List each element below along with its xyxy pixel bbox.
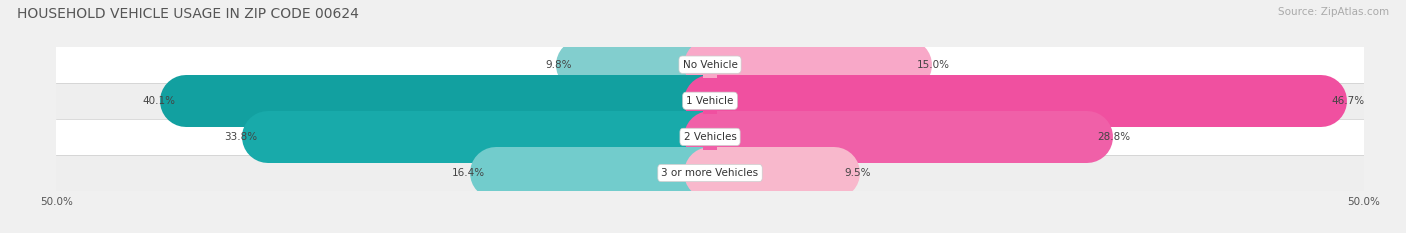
Text: 1 Vehicle: 1 Vehicle [686,96,734,106]
Bar [703,52,717,78]
Bar [703,124,717,150]
Text: 28.8%: 28.8% [1097,132,1130,142]
Text: 15.0%: 15.0% [917,60,949,70]
Bar [703,88,717,114]
Text: 9.8%: 9.8% [546,60,571,70]
Text: 46.7%: 46.7% [1331,96,1364,106]
FancyBboxPatch shape [56,47,1364,83]
Text: 9.5%: 9.5% [845,168,872,178]
Text: No Vehicle: No Vehicle [682,60,738,70]
Bar [703,88,717,114]
Bar [703,52,717,78]
Text: 16.4%: 16.4% [451,168,485,178]
Text: 33.8%: 33.8% [225,132,257,142]
Bar [703,160,717,186]
FancyBboxPatch shape [56,119,1364,155]
Text: 2 Vehicles: 2 Vehicles [683,132,737,142]
Text: 40.1%: 40.1% [142,96,176,106]
FancyBboxPatch shape [56,83,1364,119]
Bar [703,124,717,150]
Text: 3 or more Vehicles: 3 or more Vehicles [661,168,759,178]
Text: HOUSEHOLD VEHICLE USAGE IN ZIP CODE 00624: HOUSEHOLD VEHICLE USAGE IN ZIP CODE 0062… [17,7,359,21]
Bar [703,160,717,186]
Text: Source: ZipAtlas.com: Source: ZipAtlas.com [1278,7,1389,17]
FancyBboxPatch shape [56,155,1364,191]
